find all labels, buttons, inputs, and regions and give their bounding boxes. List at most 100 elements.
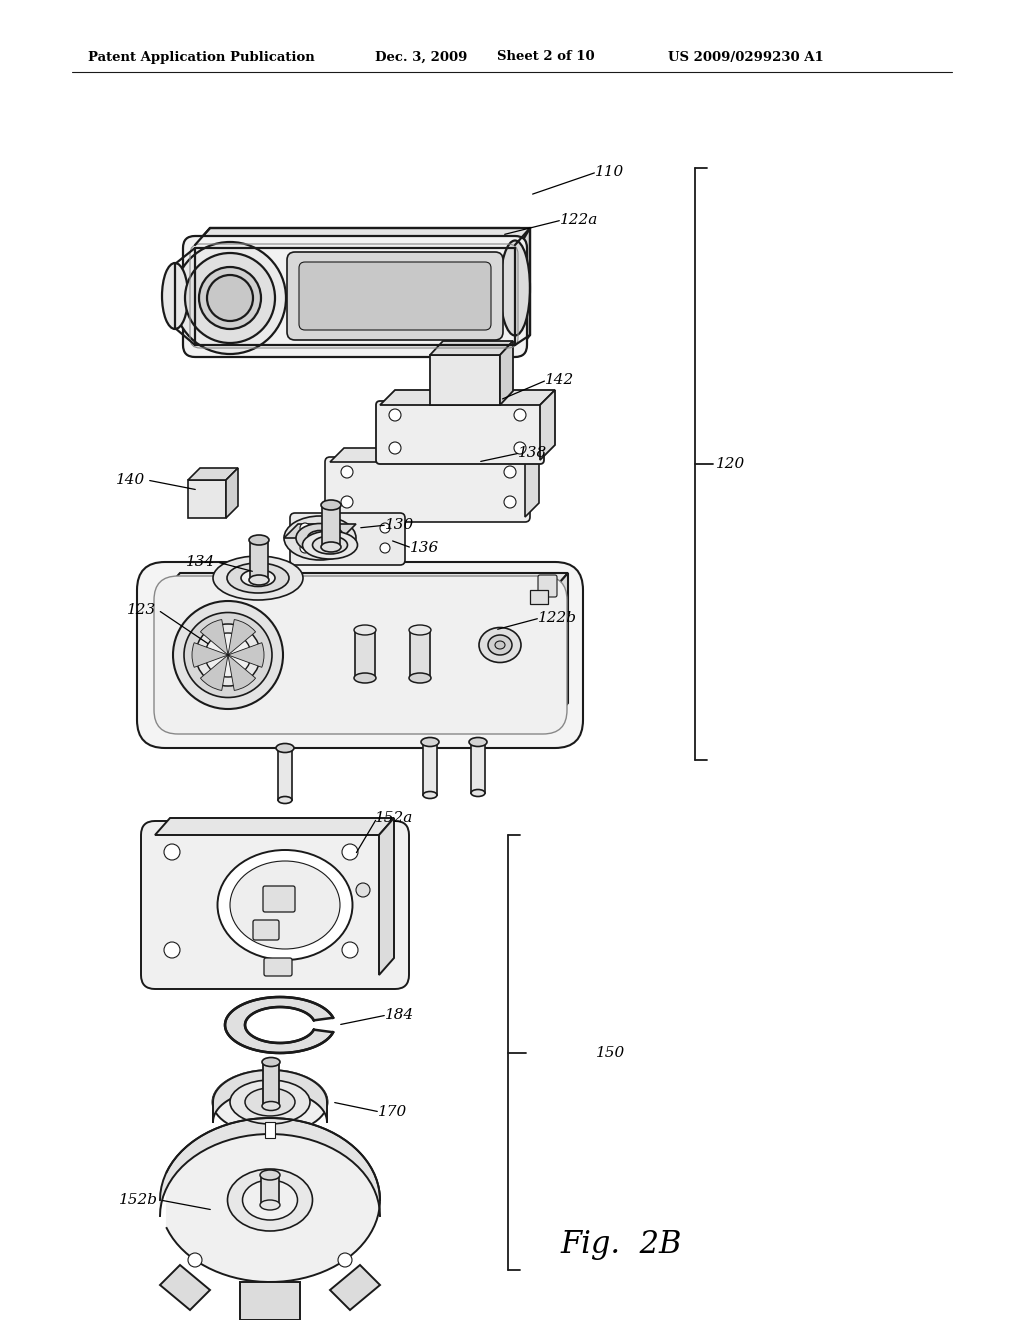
Ellipse shape <box>409 673 431 682</box>
Ellipse shape <box>469 738 487 747</box>
Polygon shape <box>167 1118 380 1282</box>
Polygon shape <box>240 1282 300 1320</box>
Text: 120: 120 <box>716 457 745 471</box>
Polygon shape <box>188 469 238 480</box>
Circle shape <box>188 1253 202 1267</box>
Ellipse shape <box>173 601 283 709</box>
FancyBboxPatch shape <box>137 562 583 748</box>
Ellipse shape <box>495 642 505 649</box>
Circle shape <box>504 496 516 508</box>
Ellipse shape <box>284 516 356 560</box>
Circle shape <box>380 523 390 533</box>
Ellipse shape <box>249 576 269 585</box>
Ellipse shape <box>488 635 512 655</box>
Circle shape <box>342 942 358 958</box>
Bar <box>261 1175 279 1205</box>
Text: 123: 123 <box>127 603 156 616</box>
Text: 152a: 152a <box>375 810 414 825</box>
Ellipse shape <box>230 861 340 949</box>
Bar <box>265 1122 275 1138</box>
Circle shape <box>356 883 370 898</box>
Text: Sheet 2 of 10: Sheet 2 of 10 <box>497 50 595 63</box>
Bar <box>471 742 485 793</box>
Circle shape <box>341 496 353 508</box>
Ellipse shape <box>245 1088 295 1115</box>
Bar <box>530 590 548 605</box>
Text: Dec. 3, 2009: Dec. 3, 2009 <box>375 50 467 63</box>
Text: 138: 138 <box>518 446 547 459</box>
Text: Fig.  2B: Fig. 2B <box>560 1229 681 1261</box>
Bar <box>188 480 226 517</box>
FancyBboxPatch shape <box>154 576 567 734</box>
Ellipse shape <box>302 531 357 558</box>
Ellipse shape <box>205 634 251 677</box>
Polygon shape <box>160 1118 380 1216</box>
Polygon shape <box>520 228 530 348</box>
Text: 170: 170 <box>378 1105 408 1119</box>
FancyBboxPatch shape <box>290 513 406 565</box>
FancyBboxPatch shape <box>299 261 490 330</box>
Circle shape <box>164 843 180 861</box>
Wedge shape <box>201 619 228 655</box>
Bar <box>355 630 375 678</box>
Ellipse shape <box>243 1180 298 1220</box>
Wedge shape <box>193 643 228 668</box>
Text: 150: 150 <box>596 1045 626 1060</box>
Ellipse shape <box>213 1071 328 1134</box>
Circle shape <box>514 442 526 454</box>
Text: 130: 130 <box>385 517 415 532</box>
Wedge shape <box>201 655 228 690</box>
Ellipse shape <box>249 535 269 545</box>
Ellipse shape <box>199 267 261 329</box>
Polygon shape <box>284 524 356 539</box>
Polygon shape <box>500 341 513 405</box>
Ellipse shape <box>354 624 376 635</box>
Bar <box>430 355 500 405</box>
Ellipse shape <box>162 263 188 329</box>
Circle shape <box>338 1253 352 1267</box>
Ellipse shape <box>196 624 260 686</box>
Bar <box>423 742 437 795</box>
Text: 142: 142 <box>545 374 574 387</box>
Ellipse shape <box>421 738 439 747</box>
Polygon shape <box>330 1265 380 1309</box>
Circle shape <box>300 543 310 553</box>
Ellipse shape <box>241 569 275 586</box>
Text: 110: 110 <box>595 165 625 180</box>
Ellipse shape <box>213 556 303 601</box>
Circle shape <box>380 543 390 553</box>
Bar <box>250 540 268 579</box>
Wedge shape <box>228 655 256 690</box>
Text: 136: 136 <box>410 541 439 554</box>
Text: 140: 140 <box>116 473 145 487</box>
Ellipse shape <box>230 1080 310 1125</box>
Circle shape <box>342 843 358 861</box>
Wedge shape <box>228 643 264 668</box>
Ellipse shape <box>207 275 253 321</box>
Polygon shape <box>226 469 238 517</box>
Ellipse shape <box>307 531 333 545</box>
Ellipse shape <box>354 673 376 682</box>
Polygon shape <box>379 818 394 975</box>
Bar <box>263 1063 279 1106</box>
Ellipse shape <box>217 850 352 960</box>
FancyBboxPatch shape <box>263 886 295 912</box>
FancyBboxPatch shape <box>183 236 527 356</box>
Circle shape <box>389 442 401 454</box>
Ellipse shape <box>260 1170 280 1180</box>
Text: 122a: 122a <box>560 213 598 227</box>
Ellipse shape <box>471 789 485 796</box>
Ellipse shape <box>262 1101 280 1110</box>
Bar <box>278 748 292 800</box>
Polygon shape <box>155 818 394 836</box>
Polygon shape <box>430 341 513 355</box>
FancyBboxPatch shape <box>264 958 292 975</box>
Text: 122b: 122b <box>538 611 577 624</box>
Ellipse shape <box>312 536 347 554</box>
Circle shape <box>300 523 310 533</box>
Bar <box>265 1067 275 1082</box>
Text: 184: 184 <box>385 1008 415 1022</box>
Circle shape <box>389 409 401 421</box>
Circle shape <box>341 466 353 478</box>
Ellipse shape <box>500 240 530 335</box>
